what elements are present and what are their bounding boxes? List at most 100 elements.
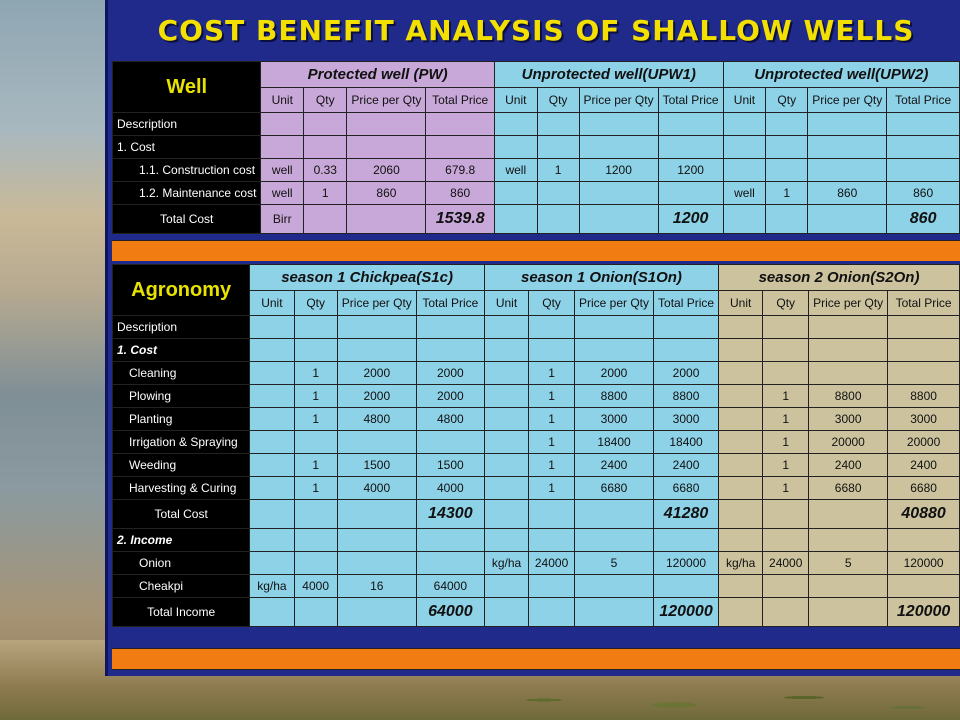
orange-divider-1 (112, 240, 960, 262)
table-cell: 24000 (762, 551, 810, 575)
table-cell: 4800 (415, 407, 485, 431)
table-cell: 3000 (808, 407, 889, 431)
table-cell: 41280 (653, 499, 720, 529)
table-cell (536, 204, 580, 234)
table-cell (293, 528, 338, 552)
table-cell: 2400 (573, 453, 655, 477)
table-cell (718, 476, 764, 500)
table-cell (573, 338, 655, 362)
table-cell (718, 528, 764, 552)
table-cell (336, 338, 417, 362)
table-cell (346, 112, 427, 136)
slide-panel: COST BENEFIT ANALYSIS OF SHALLOW WELLS W… (108, 0, 960, 676)
table-cell: 860 (346, 181, 427, 205)
table-cell: 120000 (887, 551, 960, 575)
table-cell (528, 499, 575, 529)
background-bushes (440, 670, 960, 720)
divider-gap (112, 261, 960, 264)
table-cell (808, 597, 889, 627)
table-cell (293, 597, 338, 627)
table-cell (415, 528, 485, 552)
well-column-header: Unit (493, 86, 538, 113)
table-cell (722, 135, 767, 159)
table-cell (249, 499, 295, 529)
table-cell (886, 158, 960, 182)
well-column-header: Qty (765, 86, 809, 113)
row-label: 1. Cost (111, 338, 251, 362)
table-cell (718, 384, 764, 408)
row-label: Description (111, 315, 251, 339)
table-cell (483, 499, 530, 529)
table-cell (808, 499, 889, 529)
table-cell (293, 315, 338, 339)
agronomy-column-header: Qty (293, 289, 338, 316)
table-row: Harvesting & Curing 1 4000 4000 1 6680 6680 1 66… (111, 476, 960, 500)
well-column-header: Qty (303, 86, 348, 113)
table-cell (887, 574, 960, 598)
table-cell (808, 361, 889, 385)
table-cell: 860 (807, 181, 888, 205)
table-row: 1.2. Maintenance cost well 1 860 860 well 1 860… (111, 181, 960, 205)
table-cell (765, 135, 809, 159)
table-cell (762, 574, 810, 598)
table-cell (578, 181, 659, 205)
table-cell: 64000 (415, 574, 485, 598)
table-cell (653, 574, 720, 598)
row-label: 1. Cost (111, 135, 262, 159)
table-cell: 40880 (887, 499, 960, 529)
table-cell (807, 204, 888, 234)
table-cell (336, 315, 417, 339)
table-cell (718, 315, 764, 339)
table-cell: 16 (336, 574, 417, 598)
table-cell (718, 338, 764, 362)
table-cell (293, 551, 338, 575)
table-cell (483, 453, 530, 477)
agronomy-column-header: Unit (249, 289, 295, 316)
agronomy-column-header: Total Price (653, 289, 720, 316)
table-cell (303, 112, 348, 136)
table-cell (573, 315, 655, 339)
table-cell: 8800 (808, 384, 889, 408)
table-cell: 1 (762, 453, 810, 477)
table-cell (808, 338, 889, 362)
table-cell (718, 453, 764, 477)
table-cell: 1 (528, 430, 575, 454)
agronomy-column-header: Price per Qty (573, 289, 655, 316)
table-cell (249, 430, 295, 454)
table-cell (887, 338, 960, 362)
table-cell: 1 (293, 453, 338, 477)
table-cell: kg/ha (718, 551, 764, 575)
well-column-header: Total Price (425, 86, 495, 113)
row-label: Total Cost (111, 499, 251, 529)
agronomy-column-header: Qty (528, 289, 575, 316)
table-cell: 6680 (808, 476, 889, 500)
well-column-header: Total Price (886, 86, 960, 113)
table-cell: 860 (886, 204, 960, 234)
table-cell: 1 (765, 181, 809, 205)
well-column-header: Price per Qty (578, 86, 659, 113)
table-cell (762, 361, 810, 385)
well-table: Well Protected well (PW) Unprotected well(… (111, 61, 960, 234)
table-cell (536, 135, 580, 159)
table-cell (425, 135, 495, 159)
agronomy-group-header: season 2 Onion(S2On) (718, 264, 960, 291)
table-cell (293, 499, 338, 529)
table-cell: 1 (528, 407, 575, 431)
table-cell (260, 135, 305, 159)
well-group-header: Protected well (PW) (260, 61, 495, 88)
table-cell (249, 407, 295, 431)
table-cell (336, 597, 417, 627)
table-cell: 1 (528, 361, 575, 385)
table-cell: well (260, 158, 305, 182)
table-row: Description (111, 112, 960, 136)
table-cell (578, 135, 659, 159)
table-cell (657, 135, 724, 159)
table-cell: 1539.8 (425, 204, 495, 234)
table-cell (718, 597, 764, 627)
table-cell: 1 (293, 407, 338, 431)
table-cell (483, 338, 530, 362)
table-cell (653, 315, 720, 339)
agronomy-column-header: Total Price (415, 289, 485, 316)
table-cell (528, 315, 575, 339)
table-cell: 1 (762, 476, 810, 500)
